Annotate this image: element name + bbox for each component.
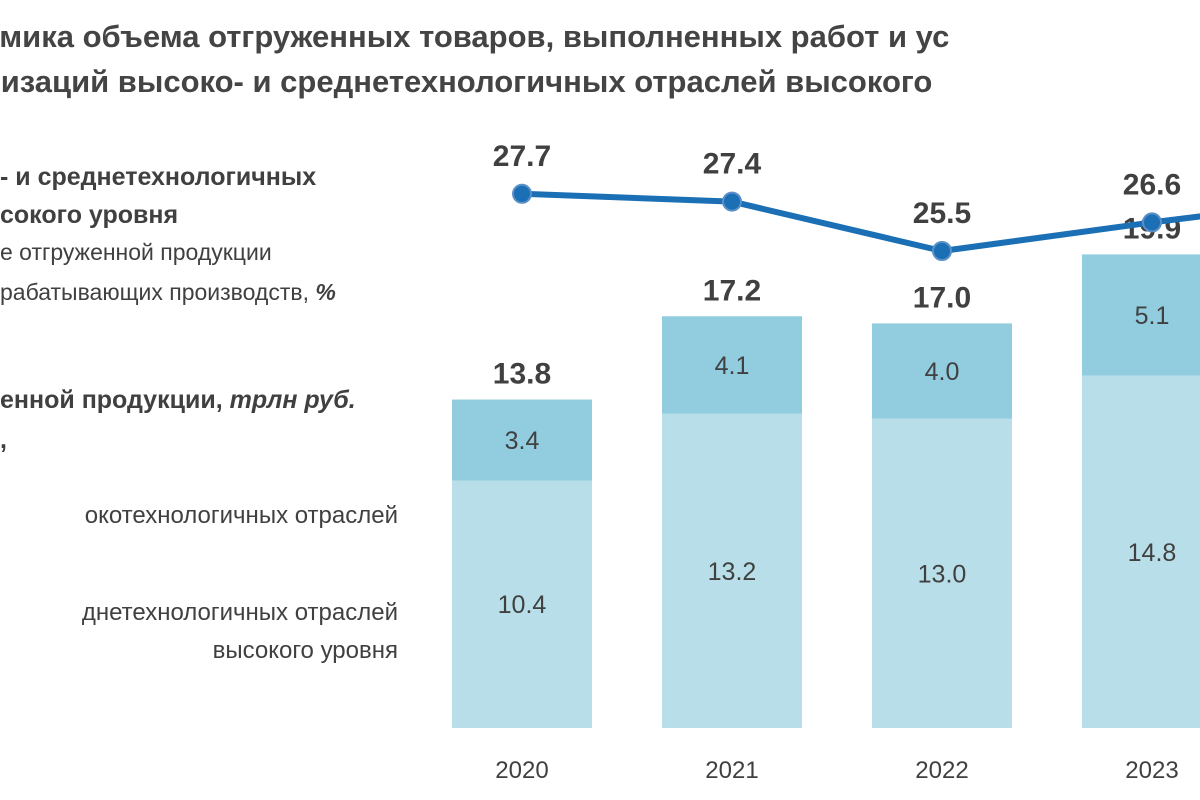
bar-legend-fragment: , xyxy=(0,426,7,454)
bar-segment-label-2023-top: 5.1 xyxy=(1135,302,1170,330)
line-point-2020 xyxy=(512,183,532,204)
bar-total-label-2020: 13.8 xyxy=(493,358,551,391)
bar-segment-2022-bottom xyxy=(872,418,1012,728)
line-data-label-2023: 26.6 xyxy=(1123,168,1181,201)
bar-top-series-label: окотехнологичных отраслей xyxy=(85,498,398,534)
bar-legend-heading-text: енной продукции, xyxy=(0,386,223,414)
chart-title-line-1: амика объема отгруженных товаров, выполн… xyxy=(0,19,950,54)
bar-segment-2020-top xyxy=(452,399,592,481)
line-legend-desc-2: рабатывающих производств, % xyxy=(0,272,336,312)
bar-segment-2021-bottom xyxy=(662,413,802,728)
line-data-label-2022: 25.5 xyxy=(913,197,971,230)
line-point-2021 xyxy=(722,191,742,212)
line-legend-unit: % xyxy=(315,279,336,305)
bar-segment-2023-bottom xyxy=(1082,375,1200,728)
line-point-2022 xyxy=(932,241,952,261)
bar-bottom-series-label: днетехнологичных отраслей высокого уровн… xyxy=(82,594,398,670)
x-tick-label-2022: 2022 xyxy=(915,757,968,784)
bar-legend-heading: енной продукции, трлн руб. xyxy=(0,380,356,420)
line-legend-heading-2: сокого уровня xyxy=(0,201,179,229)
chart-title-line-2: низаций высоко- и среднетехнологичных от… xyxy=(0,64,933,99)
bar-top-series-label-text: окотехнологичных отраслей xyxy=(84,502,398,529)
bar-segment-2022-top xyxy=(872,323,1012,419)
x-tick-label-2020: 2020 xyxy=(495,757,548,784)
bar-total-label-2022: 17.0 xyxy=(913,281,971,314)
bar-segment-label-2022-top: 4.0 xyxy=(925,358,960,386)
bar-segment-label-2020-top: 3.4 xyxy=(505,427,540,455)
line-series-path xyxy=(521,190,1200,254)
line-series-description: е отгруженной продукции рабатывающих про… xyxy=(0,232,336,312)
line-legend-heading-1: - и среднетехнологичных xyxy=(0,163,317,191)
bar-segment-2023-top xyxy=(1082,254,1200,376)
bar-segment-label-2022-bottom: 13.0 xyxy=(918,560,967,588)
bar-bottom-series-label-1: днетехнологичных отраслей xyxy=(81,599,398,626)
bar-segment-2021-top xyxy=(662,316,802,414)
bar-segment-label-2021-bottom: 13.2 xyxy=(708,558,757,586)
line-legend-desc-1: е отгруженной продукции xyxy=(0,239,272,265)
line-data-label-2020: 27.7 xyxy=(493,140,551,173)
x-tick-label-2021: 2021 xyxy=(705,757,758,784)
bar-series-legend: енной продукции, трлн руб. , xyxy=(0,380,356,460)
bar-segment-2020-bottom xyxy=(452,480,592,728)
bar-segment-label-2023-bottom: 14.8 xyxy=(1128,539,1177,567)
line-point-2023 xyxy=(1142,212,1162,233)
bar-segment-label-2020-bottom: 10.4 xyxy=(498,591,547,619)
line-legend-desc-2-text: рабатывающих производств, xyxy=(0,279,309,305)
bar-segment-label-2021-top: 4.1 xyxy=(715,352,750,380)
line-data-label-2021: 27.4 xyxy=(703,148,762,181)
line-series-legend: - и среднетехнологичных сокого уровня xyxy=(0,158,316,234)
bar-legend-unit: трлн руб. xyxy=(229,386,356,414)
chart-title: амика объема отгруженных товаров, выполн… xyxy=(0,14,1200,104)
bar-bottom-series-label-2: высокого уровня xyxy=(212,637,398,664)
bar-total-label-2021: 17.2 xyxy=(703,274,761,307)
x-tick-label-2023: 2023 xyxy=(1125,757,1178,784)
